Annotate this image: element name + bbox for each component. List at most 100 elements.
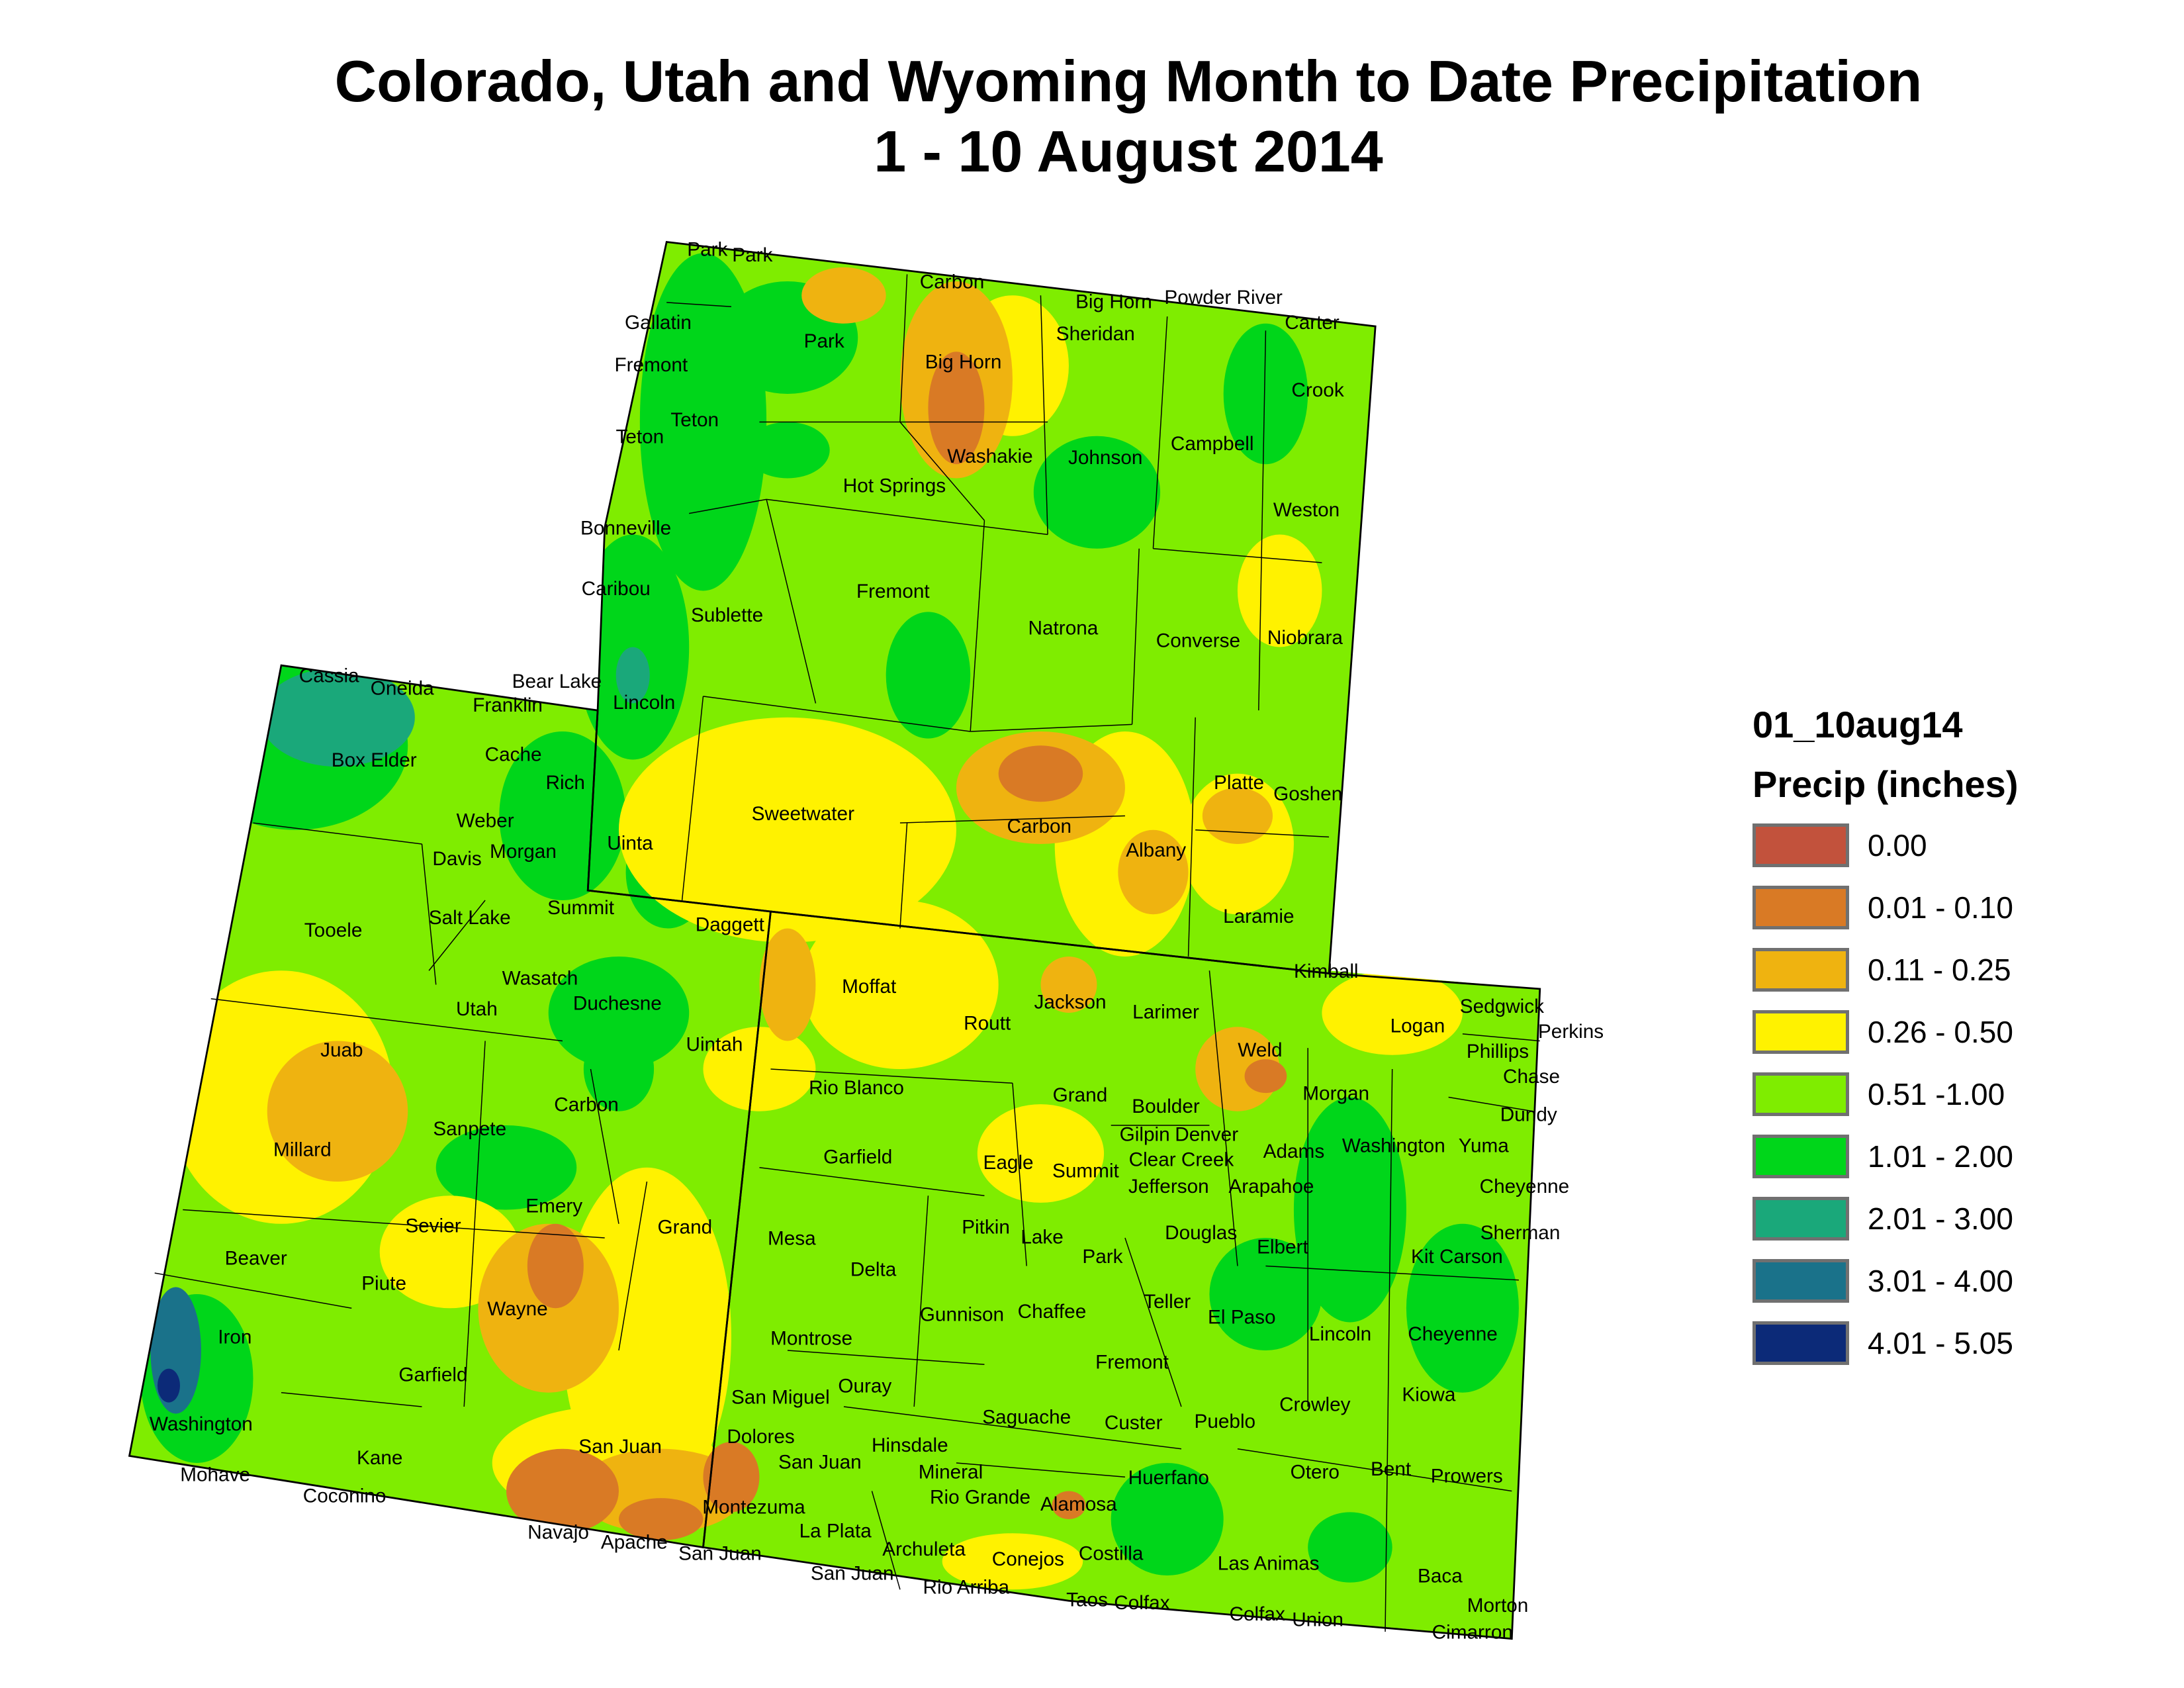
precip-zone <box>157 1368 180 1403</box>
county-label: La Plata <box>799 1521 872 1542</box>
county-boundary <box>703 696 971 732</box>
county-label: Washakie <box>947 445 1032 467</box>
county-label: Millard <box>273 1139 332 1161</box>
county-label: Delta <box>850 1258 897 1280</box>
county-boundary <box>428 900 486 971</box>
county-label: Teton <box>615 426 664 447</box>
county-label: Crook <box>1291 379 1343 401</box>
precip-zone <box>1244 1059 1287 1094</box>
county-label: Bear Lake <box>512 671 602 692</box>
precip-zone <box>1293 1097 1406 1323</box>
precip-zone <box>1040 957 1097 1013</box>
county-label: Mohave <box>180 1464 250 1486</box>
county-label: Garfield <box>398 1364 467 1386</box>
county-label: Hot Springs <box>843 475 946 497</box>
precip-zone <box>548 957 690 1069</box>
county-label: Montezuma <box>702 1496 805 1518</box>
county-label: Utah <box>456 998 498 1020</box>
county-label: Gunnison <box>920 1303 1004 1325</box>
county-label: Douglas <box>1165 1222 1237 1244</box>
county-label: Rio Arriba <box>923 1577 1010 1599</box>
legend-label: 0.51 -1.00 <box>1868 1077 2005 1111</box>
county-label: Bent <box>1371 1458 1412 1480</box>
county-label: Teton <box>670 409 719 431</box>
legend-label: 2.01 - 3.00 <box>1868 1201 2013 1236</box>
county-boundary <box>1040 295 1048 535</box>
county-label: Franklin <box>473 694 543 716</box>
legend: 01_10aug14 Precip (inches) 0.00 0.01 - 0.… <box>1752 695 2018 1374</box>
precip-zone <box>703 1442 760 1513</box>
county-label: Archuleta <box>882 1538 966 1560</box>
county-boundary <box>1153 548 1322 563</box>
legend-item: 0.26 - 0.50 <box>1752 1001 2018 1063</box>
county-label: Park <box>732 244 772 266</box>
county-label: Albany <box>1126 839 1186 861</box>
county-label: Conejos <box>992 1548 1064 1570</box>
county-boundary <box>1462 1033 1540 1042</box>
legend-dataset: 01_10aug14 <box>1752 704 1963 745</box>
county-label: Gallatin <box>625 312 692 334</box>
county-label: Big Horn <box>925 352 1002 373</box>
county-label: Dolores <box>727 1426 794 1448</box>
precip-zone <box>1237 534 1322 647</box>
county-boundary <box>463 1041 486 1407</box>
county-label: Colfax <box>1230 1603 1285 1625</box>
county-label: Beaver <box>225 1247 287 1269</box>
precip-zone <box>886 612 971 739</box>
legend-item: 4.01 - 5.05 <box>1752 1312 2018 1374</box>
legend-swatch <box>1752 1197 1849 1241</box>
county-label: Uintah <box>686 1033 743 1055</box>
county-boundary <box>1265 1265 1519 1281</box>
county-label: Larimer <box>1132 1001 1199 1023</box>
county-boundary <box>1448 1096 1533 1112</box>
county-boundary <box>1208 970 1238 1266</box>
county-boundary <box>183 1209 605 1239</box>
legend-label: 0.00 <box>1868 828 1927 863</box>
legend-item: 0.01 - 0.10 <box>1752 876 2018 939</box>
precip-zone <box>1406 1223 1519 1393</box>
county-boundary <box>899 274 908 422</box>
county-label: Weber <box>457 810 514 831</box>
county-boundary <box>1187 717 1196 957</box>
county-label: Gilpin <box>1120 1123 1170 1145</box>
county-label: Sherman <box>1480 1222 1561 1244</box>
county-label: Sanpete <box>433 1118 506 1140</box>
county-boundary <box>843 1406 1182 1450</box>
legend-item: 1.01 - 2.00 <box>1752 1125 2018 1188</box>
county-label: Summit <box>547 897 615 919</box>
county-label: Arapahoe <box>1228 1176 1314 1197</box>
county-label: Sweetwater <box>752 803 854 825</box>
county-label: Cheyenne <box>1480 1176 1570 1197</box>
county-label: Cheyenne <box>1408 1323 1498 1345</box>
county-label: Cassia <box>299 665 359 687</box>
county-label: Emery <box>525 1196 582 1217</box>
county-boundary <box>689 498 767 514</box>
county-label: Hinsdale <box>872 1434 948 1456</box>
county-label: Pueblo <box>1195 1411 1256 1432</box>
county-boundary <box>1258 330 1267 711</box>
legend-label: 4.01 - 5.05 <box>1868 1326 2013 1360</box>
county-boundary <box>666 302 732 307</box>
county-label: Kane <box>357 1447 402 1469</box>
precip-zone <box>506 1448 619 1534</box>
county-label: Grand <box>658 1217 713 1239</box>
county-boundary <box>899 815 1125 823</box>
county-label: Logan <box>1390 1015 1445 1037</box>
county-label: Rio Grande <box>930 1487 1030 1509</box>
county-label: Box Elder <box>332 749 417 771</box>
county-label: Converse <box>1156 630 1240 651</box>
county-boundary <box>970 520 985 732</box>
precip-zone <box>977 1104 1105 1203</box>
precip-zone <box>576 1448 746 1534</box>
county-label: Johnson <box>1068 447 1142 469</box>
legend-swatch <box>1752 1010 1849 1054</box>
county-label: Crowley <box>1279 1393 1351 1415</box>
county-boundary <box>1124 1237 1182 1407</box>
county-boundary <box>899 823 908 929</box>
county-label: San Juan <box>678 1543 762 1565</box>
county-boundary <box>759 1167 985 1196</box>
county-label: Sevier <box>405 1215 461 1237</box>
legend-swatch <box>1752 948 1849 992</box>
